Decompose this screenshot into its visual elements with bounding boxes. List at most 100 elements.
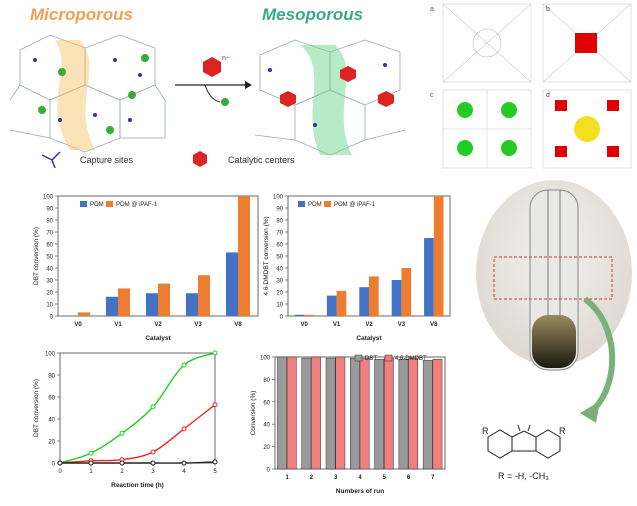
pom-cluster-icon: [575, 33, 597, 53]
data-point: [88, 460, 94, 466]
y-tick-label: 70: [46, 231, 53, 237]
y-tick-label: 30: [276, 279, 283, 285]
crystal-views-svg: a b c d: [430, 3, 632, 169]
crystal-view-c: c: [430, 89, 532, 169]
x-tick-label: 6: [407, 475, 411, 481]
yellow-sphere-icon: [574, 116, 600, 142]
bar: [226, 252, 238, 316]
legend-entry: 4,6-DMDBT: [395, 356, 427, 362]
bar: [391, 280, 402, 316]
r-group-left: R: [482, 426, 489, 436]
microporous-framework: [9, 34, 166, 153]
x-tick-label: 3: [334, 475, 338, 481]
bar: [158, 283, 170, 316]
legend-swatch: [106, 201, 113, 207]
test-tube-photo: R R R = -H, -CH₃: [470, 175, 637, 501]
y-axis-label: DBT conversion (%): [33, 379, 40, 437]
bar: [359, 287, 369, 316]
y-tick-label: 60: [46, 243, 53, 249]
x-tick-label: 4: [358, 475, 362, 481]
bar: [433, 196, 444, 316]
x-tick-label: V3: [398, 322, 406, 328]
view-a-label: a: [430, 6, 434, 13]
y-tick-label: 60: [48, 396, 55, 402]
y-tick-label: 100: [43, 195, 54, 201]
x-tick-label: 2: [120, 469, 124, 475]
x-tick-label: 4: [182, 469, 186, 475]
bar: [277, 356, 287, 470]
substituent-formula: R = -H, -CH₃: [498, 471, 549, 481]
y-tick-label: 40: [46, 267, 53, 273]
y-tick-label: 40: [276, 267, 283, 273]
data-point: [150, 460, 156, 466]
micropore-channel: [55, 40, 95, 150]
dbt-conversion-chart: 0 10 20 30 40 50 60 70 80 90 100 DBT conversion (%)…: [28, 180, 268, 348]
y-tick-label: 40: [263, 423, 270, 429]
arrow-head-icon: [580, 401, 600, 423]
curved-arrow-icon: [583, 296, 616, 414]
data-point: [181, 426, 187, 432]
y-tick-label: 80: [46, 219, 53, 225]
data-point: [181, 460, 187, 466]
x-tick-label: V2: [154, 322, 162, 328]
legend-entry: POM @ iPAF-1: [334, 202, 376, 208]
x-tick-label: 3: [151, 469, 155, 475]
y-tick-label: 20: [276, 291, 283, 297]
bar: [424, 238, 434, 316]
catalytic-center-icon: [193, 151, 207, 167]
green-sphere-icon: [457, 140, 473, 156]
bar: [78, 312, 90, 316]
bar: [304, 314, 314, 316]
y-tick-label: 20: [263, 445, 270, 451]
x-tick-label: 7: [431, 475, 435, 481]
legend-entry: POM: [90, 202, 104, 208]
legend-swatch: [384, 354, 393, 362]
y-tick-label: 80: [48, 374, 55, 380]
bar: [301, 357, 312, 470]
schematic-svg: Microporous Mesoporous n−: [9, 5, 406, 169]
reaction-time-chart: 0 20 40 60 80 100 DBT conversion (%) Reaction t…: [28, 345, 228, 501]
y-tick-label: 100: [45, 352, 56, 358]
pom-cluster-icon: [555, 100, 567, 111]
x-axis-label: Catalyst: [145, 335, 171, 342]
x-axis-label: Numbers of run: [336, 488, 384, 495]
recycle-runs-chart: 0 20 40 60 80 100 Conversion (%) Numbers of run…: [245, 345, 455, 501]
capture-sites-label: Capture sites: [80, 155, 134, 165]
y-tick-label: 90: [276, 207, 283, 213]
chart-recycle-svg: 0 20 40 60 80 100 Conversion (%) Numbers of run…: [250, 354, 446, 495]
x-tick-label: V1: [114, 322, 122, 328]
x-axis-label: Reaction time (h): [111, 482, 164, 489]
legend-entry: POM @ iPAF-1: [116, 202, 158, 208]
mesoporous-title: Mesoporous: [262, 5, 363, 24]
y-tick-label: 50: [46, 255, 53, 261]
x-tick-label: 0: [58, 469, 62, 475]
release-arrow: [204, 84, 221, 103]
y-axis-label: DBT conversion (%): [33, 227, 40, 285]
tube-liquid: [532, 315, 576, 368]
x-tick-label: V1: [333, 322, 341, 328]
x-tick-label: V0: [74, 322, 82, 328]
x-tick-label: 1: [89, 469, 93, 475]
data-point: [212, 402, 218, 408]
photo-svg: R R R = -H, -CH₃: [476, 180, 632, 481]
capture-site-icon: [41, 151, 61, 169]
legend-swatch: [298, 201, 305, 207]
green-sphere-icon: [457, 102, 473, 118]
bar: [106, 296, 118, 316]
y-tick-label: 60: [276, 243, 283, 249]
mesoporous-framework: [254, 39, 406, 156]
schematic-panel: Microporous Mesoporous n−: [0, 0, 420, 175]
arrow-head-icon: [245, 81, 252, 89]
legend-swatch: [354, 354, 363, 362]
bar: [198, 275, 210, 316]
legend-swatch: [80, 201, 87, 207]
bar: [398, 358, 409, 470]
view-b-label: b: [546, 6, 550, 13]
microporous-title: Microporous: [30, 5, 133, 24]
view-c-label: c: [430, 92, 434, 99]
data-point: [150, 449, 156, 455]
legend-swatch: [324, 201, 331, 207]
y-tick-label: 70: [276, 231, 283, 237]
pom-cluster-icon: [607, 100, 619, 111]
y-tick-label: 10: [46, 303, 53, 309]
